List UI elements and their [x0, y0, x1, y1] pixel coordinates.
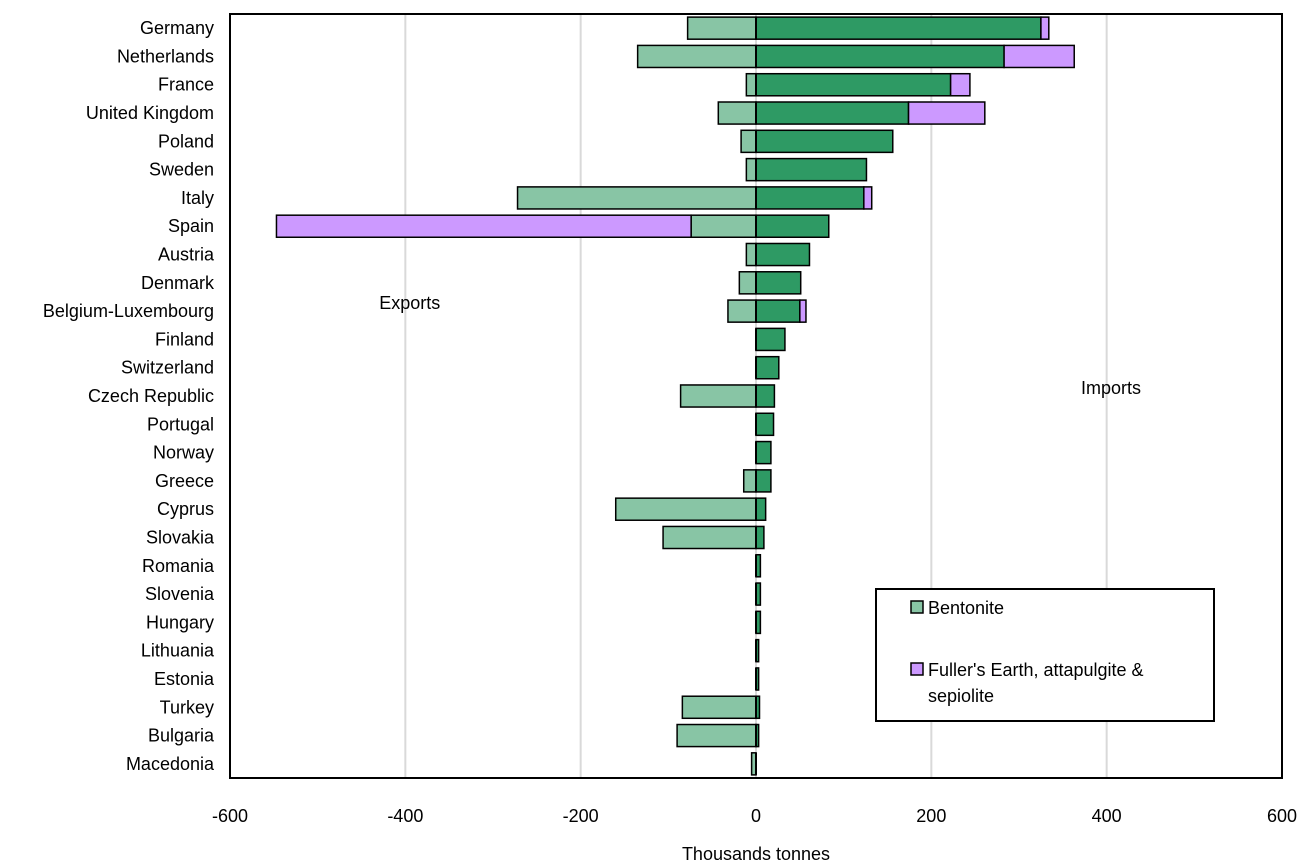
category-label-switzerland: Switzerland [121, 358, 214, 378]
bar-import-france-s1 [949, 72, 971, 97]
category-label-cyprus: Cyprus [157, 499, 214, 519]
category-label-poland: Poland [158, 131, 214, 151]
bar-import-netherlands-s1 [1003, 44, 1075, 69]
category-label-netherlands: Netherlands [117, 46, 214, 66]
x-tick-label-200: 200 [916, 806, 946, 826]
bar-import-austria-s0 [755, 242, 811, 267]
category-label-slovakia: Slovakia [146, 527, 215, 547]
bar-export-france-s0 [745, 72, 757, 97]
bar-import-spain-s0 [755, 214, 830, 239]
category-label-spain: Spain [168, 216, 214, 236]
bar-import-cyprus-s0 [755, 497, 767, 521]
bar-import-netherlands-s0 [755, 44, 1005, 69]
legend-label-bentonite: Bentonite [928, 598, 1004, 618]
bar-export-netherlands-s0 [636, 44, 757, 69]
legend: Bentonite Fuller's Earth, attapulgite & s… [875, 588, 1215, 722]
category-label-sweden: Sweden [149, 160, 214, 180]
legend-swatch-fullers-earth [910, 662, 924, 676]
bar-import-united-kingdom-s0 [755, 101, 910, 125]
bar-import-norway-s0 [755, 440, 772, 465]
bar-export-spain-s1 [275, 214, 692, 239]
bar-import-belgium-luxembourg-s0 [755, 299, 801, 323]
legend-label-fullers-earth: Fuller's Earth, attapulgite & sepiolite [928, 660, 1144, 706]
bar-export-spain-s0 [690, 214, 757, 239]
bar-import-slovakia-s0 [755, 525, 765, 550]
bar-export-cyprus-s0 [614, 497, 757, 521]
bar-import-italy-s1 [863, 186, 873, 210]
x-tick-label--200: -200 [563, 806, 599, 826]
bar-export-sweden-s0 [745, 157, 757, 182]
category-label-turkey: Turkey [160, 697, 214, 717]
category-label-czech-republic: Czech Republic [88, 386, 214, 406]
x-tick-label-600: 600 [1267, 806, 1297, 826]
category-label-bulgaria: Bulgaria [148, 726, 215, 746]
bar-export-slovakia-s0 [662, 525, 757, 550]
x-tick-label--400: -400 [387, 806, 423, 826]
category-label-norway: Norway [153, 443, 214, 463]
bar-export-united-kingdom-s0 [717, 101, 757, 125]
category-label-denmark: Denmark [141, 273, 215, 293]
category-label-finland: Finland [155, 329, 214, 349]
x-axis-title: Thousands tonnes [682, 844, 830, 864]
bar-import-france-s0 [755, 72, 952, 97]
bars [275, 16, 1075, 776]
bar-export-greece-s0 [742, 469, 757, 493]
category-label-hungary: Hungary [146, 612, 214, 632]
bar-import-belgium-luxembourg-s1 [799, 299, 807, 323]
bar-export-austria-s0 [745, 242, 757, 267]
bar-export-denmark-s0 [738, 271, 757, 295]
bar-import-denmark-s0 [755, 271, 802, 295]
bar-export-poland-s0 [740, 129, 757, 154]
bar-import-finland-s0 [755, 327, 786, 352]
bar-import-czech-republic-s0 [755, 384, 776, 408]
category-labels: Germany Netherlands France United Kingdom Po… [43, 18, 215, 774]
bar-export-germany-s0 [686, 16, 757, 40]
category-label-portugal: Portugal [147, 414, 214, 434]
bar-import-germany-s0 [755, 16, 1042, 40]
bar-export-czech-republic-s0 [679, 384, 757, 408]
category-label-estonia: Estonia [154, 669, 215, 689]
bar-import-portugal-s0 [755, 412, 775, 437]
bar-import-sweden-s0 [755, 157, 868, 182]
category-label-romania: Romania [142, 556, 215, 576]
category-label-germany: Germany [140, 18, 214, 38]
category-label-lithuania: Lithuania [141, 641, 215, 661]
category-label-united-kingdom: United Kingdom [86, 103, 214, 123]
category-label-france: France [158, 75, 214, 95]
legend-swatch-bentonite [910, 600, 924, 614]
bar-export-bulgaria-s0 [676, 723, 757, 748]
bar-import-switzerland-s0 [755, 355, 780, 380]
bar-export-turkey-s0 [681, 695, 757, 720]
category-label-italy: Italy [181, 188, 214, 208]
annotation-imports: Imports [1081, 378, 1141, 398]
plot-area-frame [229, 13, 1283, 779]
category-label-macedonia: Macedonia [126, 754, 215, 774]
legend-box [875, 588, 1215, 722]
category-label-austria: Austria [158, 245, 215, 265]
x-tick-labels: -600 -400 -200 0 200 400 600 [212, 806, 1297, 826]
bar-import-poland-s0 [755, 129, 894, 154]
bar-import-italy-s0 [755, 186, 865, 210]
x-tick-label--600: -600 [212, 806, 248, 826]
bar-export-italy-s0 [516, 186, 757, 210]
bar-import-germany-s1 [1040, 16, 1050, 40]
annotation-exports: Exports [379, 293, 440, 313]
x-tick-label-400: 400 [1092, 806, 1122, 826]
x-tick-label-0: 0 [751, 806, 761, 826]
bar-import-united-kingdom-s1 [907, 101, 986, 125]
bar-import-greece-s0 [755, 469, 772, 493]
category-label-slovenia: Slovenia [145, 584, 215, 604]
bar-export-belgium-luxembourg-s0 [727, 299, 757, 323]
category-label-greece: Greece [155, 471, 214, 491]
category-label-belgium-luxembourg: Belgium-Luxembourg [43, 301, 214, 321]
